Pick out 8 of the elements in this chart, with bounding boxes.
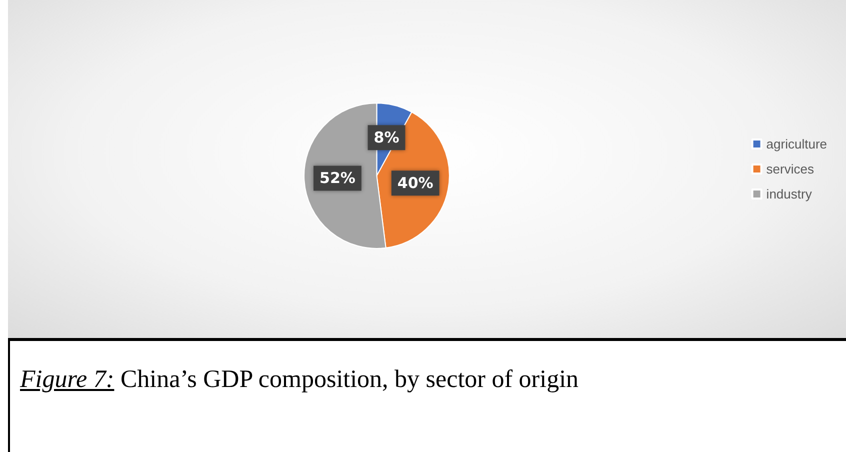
legend-label: industry bbox=[766, 186, 812, 202]
legend-label: services bbox=[766, 162, 814, 176]
legend-label: agriculture bbox=[766, 136, 828, 152]
text: China’s GDP composition, by sector of origin bbox=[120, 366, 579, 393]
data-label: 40% bbox=[397, 174, 434, 192]
caption: Figure 7: bbox=[20, 366, 114, 393]
data-label: 8% bbox=[374, 128, 400, 147]
data-label: 52% bbox=[320, 169, 356, 188]
